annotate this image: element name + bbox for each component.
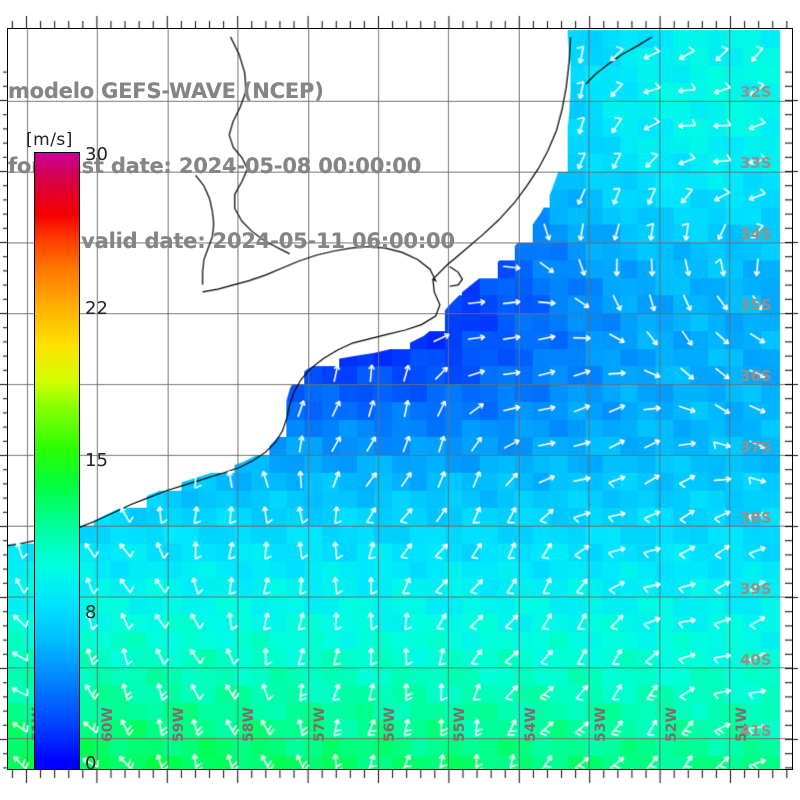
latitude-label-32s: 32S <box>740 83 772 101</box>
latitude-label-34s: 34S <box>740 225 772 243</box>
colorbar-tick-30: 30 <box>85 144 108 165</box>
latitude-label-37s: 37S <box>740 438 772 456</box>
longitude-label-53w: 53W <box>593 707 610 742</box>
longitude-label-59w: 59W <box>170 707 187 742</box>
title-valid-date-line: valid date: 2024-05-11 06:00:00 <box>81 229 455 253</box>
longitude-label-52w: 52W <box>663 707 680 742</box>
colorbar-unit-label: [m/s] <box>26 130 73 150</box>
longitude-label-60w: 60W <box>100 707 117 742</box>
colorbar <box>34 152 80 770</box>
left-tick-ruler <box>0 28 8 770</box>
longitude-label-55w: 55W <box>452 707 469 742</box>
title-model-line: modelo GEFS-WAVE (NCEP) <box>8 79 324 103</box>
latitude-label-38s: 38S <box>740 509 772 527</box>
latitude-label-41s: 41S <box>740 722 772 740</box>
map-plot-area[interactable] <box>7 28 793 770</box>
longitude-label-54w: 54W <box>522 707 539 742</box>
colorbar-tick-8: 8 <box>85 602 97 623</box>
figure-title: modelo GEFS-WAVE (NCEP) forecast date: 2… <box>8 29 528 304</box>
colorbar-tick-15: 15 <box>85 450 108 471</box>
right-tick-ruler <box>785 28 800 770</box>
latitude-label-36s: 36S <box>740 367 772 385</box>
longitude-label-58w: 58W <box>241 707 258 742</box>
latitude-label-33s: 33S <box>740 154 772 172</box>
colorbar-tick-22: 22 <box>85 298 108 319</box>
latitude-label-35s: 35S <box>740 296 772 314</box>
latitude-label-40s: 40S <box>740 651 772 669</box>
latitude-label-39s: 39S <box>740 580 772 598</box>
top-tick-ruler <box>7 14 793 29</box>
bottom-tick-ruler <box>7 770 793 786</box>
colorbar-tick-0: 0 <box>85 753 97 774</box>
longitude-label-56w: 56W <box>382 707 398 742</box>
longitude-label-57w: 57W <box>311 707 328 742</box>
title-forecast-date-line: forecast date: 2024-05-08 00:00:00 <box>8 154 422 178</box>
wind-speed-raster <box>8 29 792 769</box>
colorbar-gradient <box>34 152 80 770</box>
